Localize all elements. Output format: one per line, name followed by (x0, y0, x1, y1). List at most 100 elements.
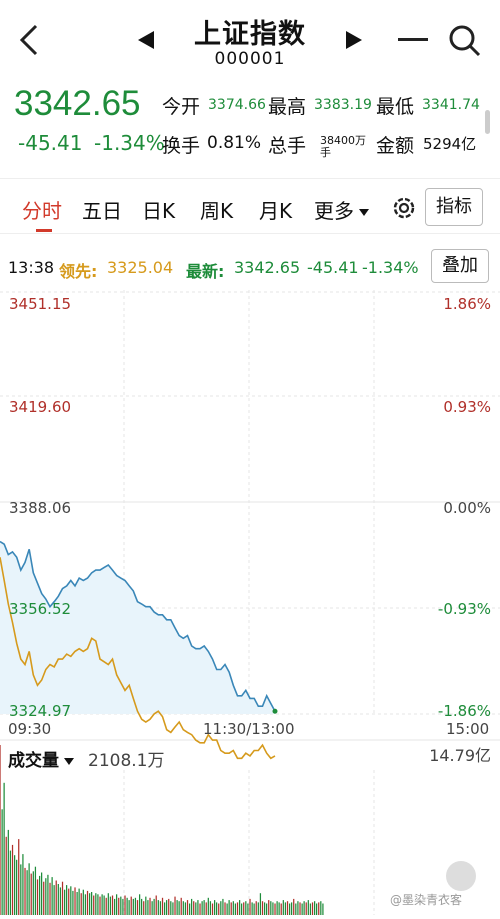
back-arrow-icon[interactable] (14, 22, 44, 58)
volume-bar (155, 895, 157, 915)
last-price-dot (272, 708, 278, 714)
volume-bar (103, 895, 105, 915)
period-tab-bar: 分时 五日 日K 周K 月K 更多 (0, 178, 500, 234)
volume-bar (0, 745, 1, 915)
chevron-down-icon (359, 209, 369, 216)
volume-bar (43, 881, 45, 915)
tab-weekly-k[interactable]: 周K (200, 199, 234, 223)
volume-bar (311, 902, 314, 915)
volume-indicator-selector[interactable]: 成交量 (8, 746, 74, 771)
volume-bar (222, 898, 224, 915)
amount-value: 5294亿 (423, 135, 477, 153)
volume-bar (174, 896, 176, 915)
next-stock-icon[interactable] (342, 28, 366, 52)
x-axis-label: 09:30 (8, 720, 52, 738)
remove-watchlist-icon[interactable] (398, 38, 428, 41)
volume-bar (193, 901, 195, 915)
volume-bar (191, 898, 193, 915)
volume-bar (203, 900, 205, 915)
overlay-button[interactable]: 叠加 (431, 249, 489, 283)
volume-bar (57, 884, 59, 915)
volume-bar (26, 870, 28, 915)
volume-bar (20, 864, 22, 915)
stock-code: 000001 (214, 49, 286, 69)
tab-monthly-k[interactable]: 月K (259, 199, 293, 223)
tab-more[interactable]: 更多 (314, 195, 369, 224)
volume-bar (153, 898, 155, 915)
volume-current: 2108.1万 (88, 751, 165, 771)
volume-bar (143, 901, 145, 915)
volume-bar (45, 878, 47, 915)
volume-bar (255, 901, 257, 915)
volume-bar (111, 895, 114, 915)
volume-bar (114, 898, 116, 915)
shares-label: 总手 (268, 135, 307, 157)
y-axis-right-label: 0.93% (443, 398, 491, 416)
volume-bar (228, 900, 230, 915)
volume-title: 成交量 (8, 751, 59, 771)
y-axis-left-label: 3451.15 (9, 295, 72, 313)
volume-bar (5, 836, 7, 915)
search-icon[interactable] (446, 22, 482, 58)
tab-intraday[interactable]: 分时 (22, 199, 62, 223)
tab-five-day[interactable]: 五日 (82, 199, 122, 223)
volume-bar (80, 893, 82, 915)
volume-bar (93, 895, 95, 915)
volume-bar (128, 900, 130, 915)
volume-bar (49, 882, 51, 915)
gear-icon[interactable] (390, 194, 418, 222)
volume-bar (211, 903, 214, 915)
volume-bar (84, 894, 87, 915)
volume-bar (307, 900, 309, 915)
volume-bar (151, 901, 153, 915)
volume-bar (7, 829, 9, 915)
volume-bar (195, 902, 197, 915)
volume-bar (186, 900, 189, 915)
lead-value: 3325.04 (107, 258, 174, 277)
volume-bar (55, 880, 57, 915)
volume-bar (309, 903, 312, 915)
volume-bar (159, 901, 162, 915)
volume-bar (72, 890, 74, 915)
volume-bar (122, 898, 124, 915)
open-label: 今开 (162, 96, 201, 118)
price-area-fill (0, 541, 275, 714)
volume-bar (11, 844, 14, 915)
volume-bar (68, 888, 70, 915)
volume-bar (239, 900, 241, 915)
volume-bar (64, 889, 66, 915)
volume-bar (305, 902, 307, 915)
volume-bar (320, 901, 322, 915)
y-axis-left-label: 3356.52 (9, 600, 72, 618)
volume-bar (124, 895, 126, 915)
volume-bar (34, 866, 37, 915)
volume-bar (184, 902, 187, 915)
volume-bar (78, 888, 80, 915)
expand-icon[interactable] (446, 861, 476, 891)
volume-bar (116, 894, 118, 915)
volume-bar (97, 894, 99, 915)
volume-bar (314, 901, 316, 915)
tab-daily-k[interactable]: 日K (142, 199, 176, 223)
volume-bar (24, 867, 26, 915)
volume-bar (261, 901, 264, 915)
volume-bar (30, 873, 32, 915)
previous-stock-icon[interactable] (134, 28, 158, 52)
volume-bar (276, 901, 278, 915)
open-value: 3374.66 (208, 97, 266, 113)
indicator-button[interactable]: 指标 (425, 188, 483, 226)
volume-bar (199, 903, 201, 915)
volume-bar (99, 896, 101, 915)
volume-bar (201, 901, 203, 915)
volume-bar (270, 901, 272, 915)
shares-value: 38400万手 (320, 134, 366, 159)
volume-bar (318, 902, 320, 915)
volume-bar (164, 902, 166, 915)
volume-bar (280, 903, 282, 915)
high-value: 3383.19 (314, 97, 372, 113)
latest-change-percent: -1.34% (362, 258, 419, 277)
volume-bar (282, 900, 284, 915)
volume-bar (232, 901, 234, 915)
latest-value: 3342.65 (234, 258, 301, 277)
volume-bar (168, 898, 170, 915)
